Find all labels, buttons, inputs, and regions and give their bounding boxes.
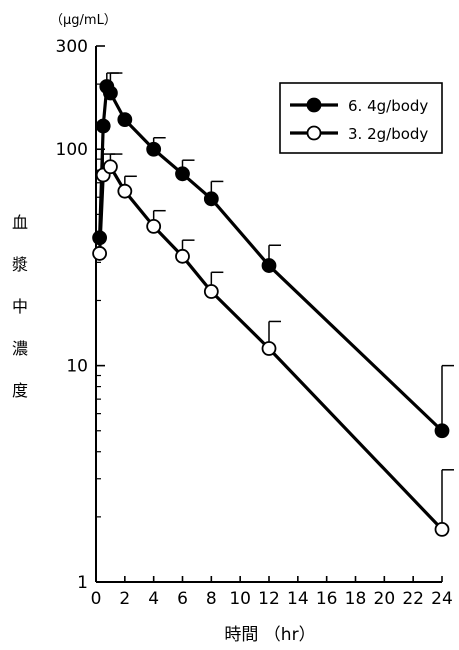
x-axis-label: 時間 （hr） <box>224 625 315 645</box>
legend-label: 6. 4g/body <box>348 97 428 115</box>
data-point <box>103 85 118 101</box>
data-point <box>203 191 219 207</box>
x-tick-label: 22 <box>402 589 424 609</box>
data-point <box>117 112 133 128</box>
data-point <box>175 166 190 182</box>
y-axis-label-char: 漿 <box>12 255 28 274</box>
y-tick-label: 10 <box>66 357 88 377</box>
y-tick-label: 1 <box>77 573 88 593</box>
data-point <box>175 248 190 264</box>
data-point <box>95 118 111 134</box>
data-point <box>434 423 450 439</box>
x-tick-label: 18 <box>345 589 367 609</box>
legend-box <box>279 82 443 154</box>
data-point <box>434 522 450 537</box>
legend: 6. 4g/body 3. 2g/body <box>279 82 443 154</box>
y-axis-label-char: 濃 <box>12 339 28 358</box>
x-tick-label: 12 <box>258 589 280 609</box>
y-axis-label-char: 度 <box>12 381 28 400</box>
x-tick-label: 16 <box>316 589 338 609</box>
legend-marker <box>306 97 322 113</box>
series-line <box>98 84 444 432</box>
data-point <box>92 246 108 261</box>
series-2 <box>92 153 454 537</box>
data-point <box>261 341 277 356</box>
x-tick-label: 6 <box>177 589 188 609</box>
y-tick-label: 300 <box>56 37 88 57</box>
y-axis-label-char: 血 <box>12 213 28 232</box>
legend-label: 3. 2g/body <box>348 125 428 143</box>
legend-marker <box>306 125 322 141</box>
data-point <box>103 159 118 175</box>
y-axis-label-char: 中 <box>12 297 28 316</box>
series-layer <box>92 72 454 537</box>
data-point <box>146 141 162 157</box>
y-axis-unit: （μg/mL） <box>50 13 117 28</box>
y-tick-label: 100 <box>56 140 88 160</box>
x-tick-label: 2 <box>119 589 130 609</box>
x-tick-label: 0 <box>91 589 102 609</box>
x-tick-label: 24 <box>431 589 453 609</box>
x-tick-label: 20 <box>374 589 396 609</box>
x-tick-label: 4 <box>148 589 159 609</box>
data-point <box>203 284 219 299</box>
x-tick-label: 8 <box>206 589 217 609</box>
data-point <box>261 258 277 273</box>
x-tick-label: 10 <box>229 589 251 609</box>
series-1 <box>92 72 454 439</box>
data-point <box>146 218 162 234</box>
data-point <box>117 183 133 199</box>
x-tick-label: 14 <box>287 589 309 609</box>
